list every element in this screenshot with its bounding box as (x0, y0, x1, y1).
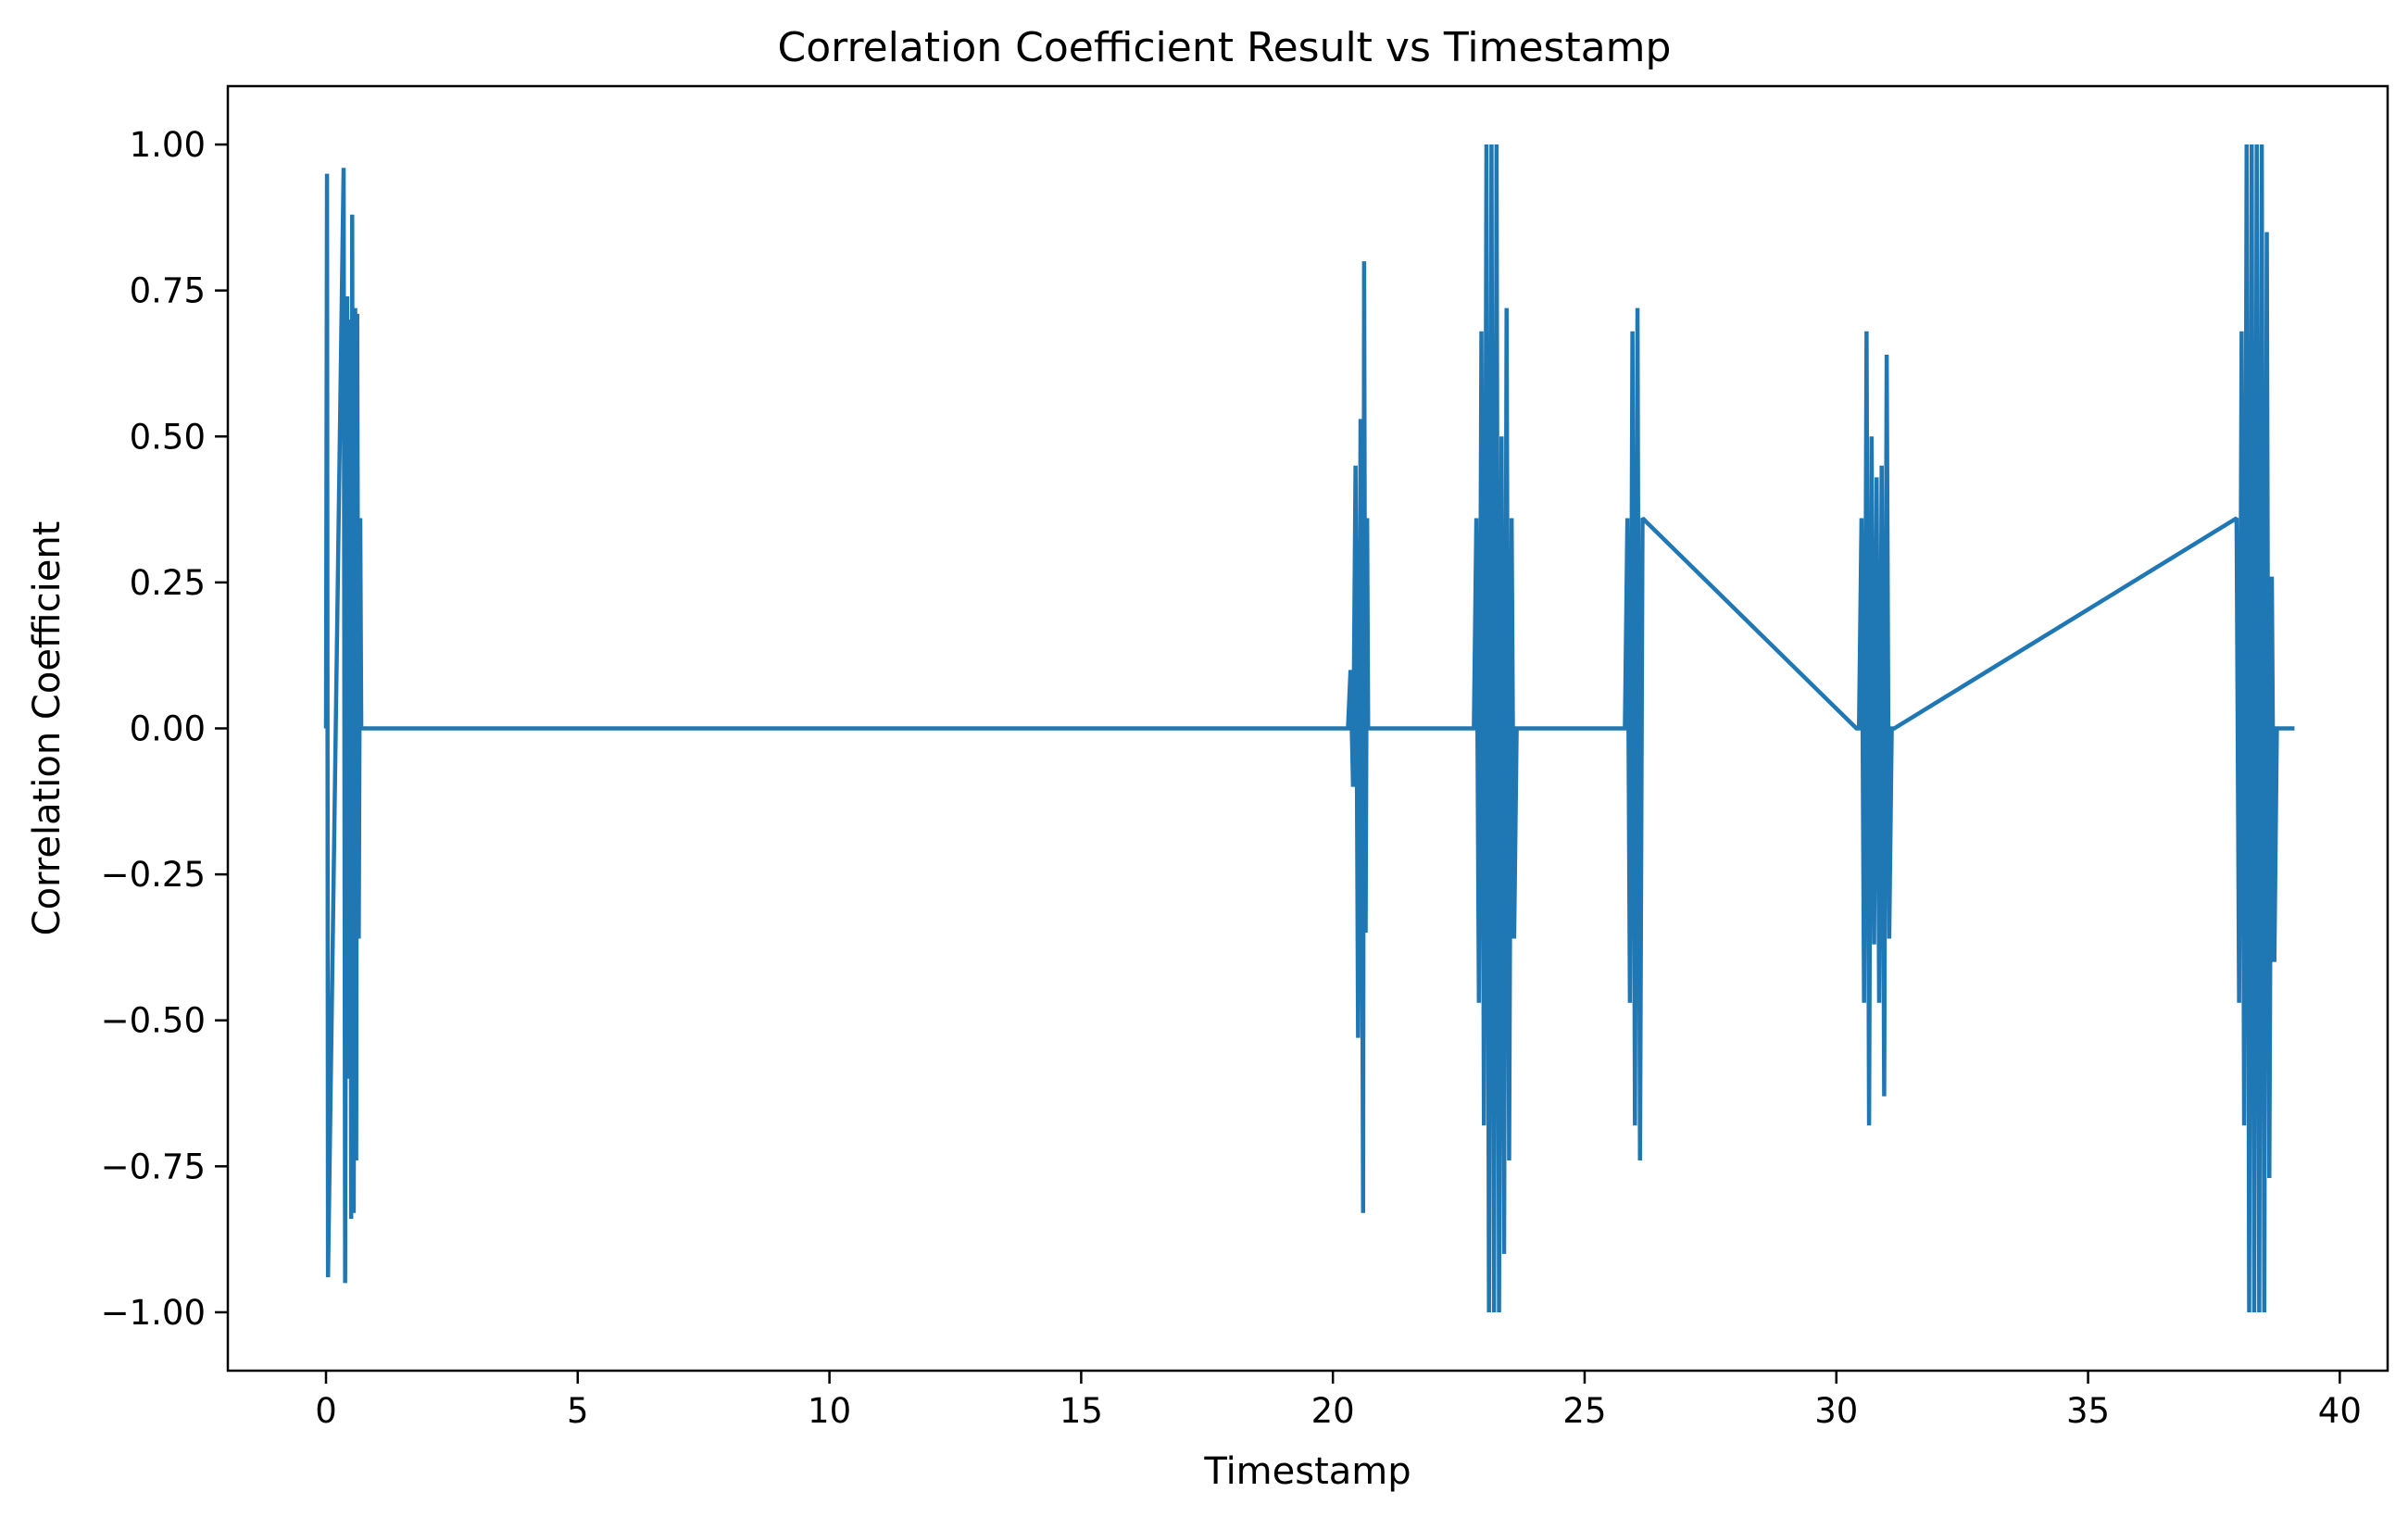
chart-title: Correlation Coefficient Result vs Timest… (778, 24, 1672, 71)
y-axis-ticks: 1.00 0.75 0.50 0.25 0.00 −0.25 −0.50 −0.75 −1.00 (101, 125, 228, 1333)
x-tick-label: 25 (1562, 1391, 1606, 1431)
x-tick-label: 15 (1060, 1391, 1103, 1431)
x-tick-label: 0 (315, 1391, 337, 1431)
y-tick-label: 1.00 (130, 125, 206, 165)
y-tick-label: 0.50 (130, 417, 206, 457)
y-axis-label: Correlation Coefficient (26, 521, 69, 936)
x-axis-label: Timestamp (1203, 1450, 1411, 1493)
plot-area (323, 144, 2295, 1312)
y-tick-label: 0.75 (130, 271, 206, 311)
y-tick-label: −0.50 (101, 1001, 206, 1041)
x-tick-label: 30 (1814, 1391, 1858, 1431)
y-tick-label: −1.00 (101, 1293, 206, 1333)
y-tick-label: 0.25 (130, 563, 206, 603)
axes-frame (226, 84, 2389, 1373)
x-tick-label: 5 (567, 1391, 589, 1431)
x-tick-label: 35 (2066, 1391, 2110, 1431)
x-axis-ticks: 0 5 10 15 20 25 30 35 40 (315, 1371, 2362, 1431)
y-tick-label: 0.00 (130, 709, 206, 749)
series-line-0 (323, 144, 2295, 1312)
y-tick-label: −0.25 (101, 855, 206, 895)
y-tick-label: −0.75 (101, 1147, 206, 1186)
x-tick-label: 40 (2318, 1391, 2362, 1431)
x-tick-label: 10 (808, 1391, 851, 1431)
x-tick-label: 20 (1311, 1391, 1355, 1431)
